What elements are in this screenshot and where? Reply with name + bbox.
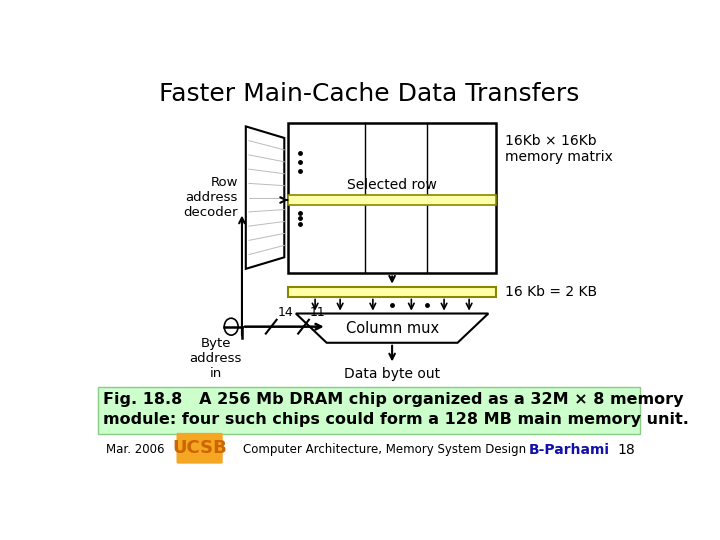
Text: Row
address
decoder: Row address decoder [184,176,238,219]
Text: Mar. 2006: Mar. 2006 [106,443,164,456]
Bar [98,387,640,434]
Text: Computer Architecture, Memory System Design: Computer Architecture, Memory System Des… [243,443,526,456]
Text: UCSB: UCSB [172,439,227,457]
Bar [288,287,496,296]
Text: 16 Kb = 2 KB: 16 Kb = 2 KB [505,285,598,299]
Polygon shape [296,314,488,343]
Bar [288,194,496,205]
Bar [288,123,496,273]
Text: Faster Main-Cache Data Transfers: Faster Main-Cache Data Transfers [159,82,579,106]
Text: Selected row: Selected row [347,178,437,192]
Text: B-Parhami: B-Parhami [528,443,610,457]
Text: 16Kb × 16Kb
memory matrix: 16Kb × 16Kb memory matrix [505,134,613,164]
Text: Data byte out: Data byte out [344,367,440,381]
Polygon shape [246,126,284,269]
Text: 18: 18 [618,443,636,457]
Text: 14: 14 [277,306,293,319]
Text: Fig. 18.8   A 256 Mb DRAM chip organized as a 32M × 8 memory
module: four such c: Fig. 18.8 A 256 Mb DRAM chip organized a… [104,392,689,428]
Text: 11: 11 [310,306,325,319]
FancyBboxPatch shape [176,433,222,464]
Text: Byte
address
in: Byte address in [189,338,242,381]
Ellipse shape [224,318,238,335]
Text: Column mux: Column mux [346,321,438,336]
